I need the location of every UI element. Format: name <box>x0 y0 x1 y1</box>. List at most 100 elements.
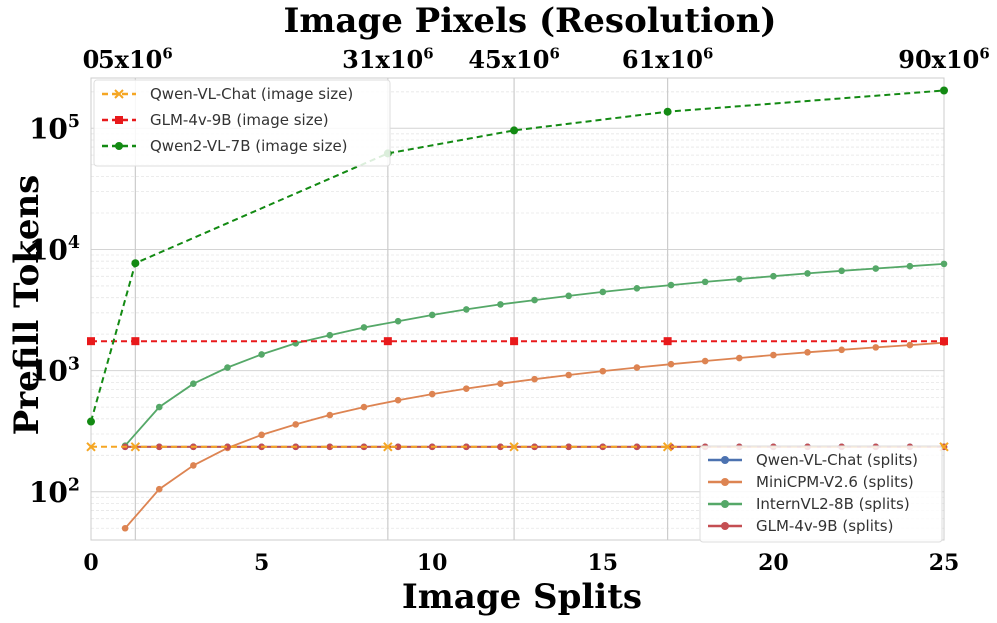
data-point <box>667 281 675 289</box>
data-point <box>735 275 743 283</box>
data-point <box>497 443 504 451</box>
data-point <box>663 337 672 346</box>
data-point <box>940 86 948 95</box>
data-point <box>121 524 129 532</box>
data-point <box>565 443 572 451</box>
y-tick-label: 102 <box>29 476 80 509</box>
legend-marker <box>721 522 729 530</box>
series-line <box>90 89 945 422</box>
data-point <box>463 306 470 313</box>
top-axis-tick-label: 61x106 <box>622 44 713 74</box>
data-point <box>599 288 607 296</box>
data-point <box>131 337 140 346</box>
data-point <box>360 403 368 411</box>
legend-marker <box>115 142 123 150</box>
y-tick-labels: 102 103 104 105 <box>29 112 80 509</box>
x-tick-label: 0 <box>83 550 98 576</box>
top-axis-tick-label: 90x106 <box>898 44 989 74</box>
data-point <box>87 337 95 346</box>
data-point <box>131 259 140 268</box>
top-axis-tick-label: 5x106 <box>98 44 173 74</box>
data-point <box>565 371 572 379</box>
grid <box>91 78 944 541</box>
data-point <box>155 485 163 493</box>
x-tick-labels: 0 5 10 15 20 25 <box>83 550 959 576</box>
data-point <box>190 462 197 469</box>
data-point <box>394 317 402 325</box>
data-point <box>509 442 519 452</box>
series-minicpm-v2-6-splits <box>121 339 948 532</box>
y-tick-label: 104 <box>29 233 80 266</box>
legend-marker <box>114 89 124 99</box>
x-axis-label: Image Splits <box>402 577 642 617</box>
data-point <box>360 324 368 331</box>
data-point <box>497 380 504 387</box>
data-point <box>906 262 914 270</box>
data-point <box>838 346 845 354</box>
data-point <box>224 364 231 371</box>
data-point <box>394 396 402 404</box>
data-point <box>940 337 948 346</box>
data-point <box>906 341 914 349</box>
data-point <box>770 272 777 280</box>
legend-splits: Qwen-VL-Chat (splits) MiniCPM-V2.6 (split… <box>699 445 943 543</box>
legend-label: Qwen2-VL-7B (image size) <box>150 137 348 155</box>
x-tick-label: 15 <box>587 550 618 576</box>
data-point <box>258 351 265 358</box>
data-point <box>599 367 607 375</box>
data-point <box>428 311 436 319</box>
top-axis-tick-label: 0 <box>83 45 100 74</box>
plot-frame <box>90 77 945 541</box>
data-point <box>383 442 393 452</box>
legend-label: InternVL2-8B (splits) <box>756 495 910 513</box>
data-point <box>155 443 163 451</box>
data-point <box>531 375 538 383</box>
data-point <box>872 265 880 272</box>
legend-box <box>699 445 943 543</box>
top-axis-tick-label: 31x106 <box>342 44 433 74</box>
data-point <box>804 349 811 356</box>
y-tick-label: 103 <box>29 354 80 387</box>
data-point <box>531 296 538 304</box>
data-point <box>497 301 504 308</box>
data-point <box>663 107 672 116</box>
legend-marker <box>721 478 729 486</box>
data-point <box>326 443 334 451</box>
data-point <box>667 360 675 368</box>
data-point <box>87 417 95 426</box>
data-point <box>190 380 197 387</box>
data-point <box>804 270 811 277</box>
data-point <box>383 337 392 346</box>
chart-title: Image Pixels (Resolution) <box>284 1 777 41</box>
x-tick-label: 5 <box>254 550 269 576</box>
legend-image-size: Qwen-VL-Chat (image size) GLM-4v-9B (imag… <box>93 79 391 167</box>
data-point <box>86 442 96 452</box>
y-tick-label: 105 <box>29 112 80 145</box>
data-point <box>662 442 673 452</box>
x-tick-label: 10 <box>417 550 448 576</box>
data-point <box>510 126 519 135</box>
data-point <box>838 267 845 275</box>
data-point <box>292 421 300 428</box>
data-point <box>326 331 334 339</box>
y-axis-label: Prefill Tokens <box>7 175 47 436</box>
legend-marker <box>721 456 729 464</box>
data-point <box>940 260 948 268</box>
legend-label: GLM-4v-9B (image size) <box>150 111 329 129</box>
data-point <box>633 364 641 371</box>
data-point <box>155 403 163 411</box>
data-point <box>224 443 231 451</box>
data-point <box>130 442 141 452</box>
legend-label: Qwen-VL-Chat (image size) <box>150 85 353 103</box>
top-axis-tick-label: 45x106 <box>468 44 559 74</box>
data-point <box>872 344 880 351</box>
data-point <box>326 411 334 419</box>
x-tick-label: 20 <box>758 550 789 576</box>
legend-marker <box>721 500 729 508</box>
data-point <box>565 292 572 300</box>
legend-label: GLM-4v-9B (splits) <box>756 517 893 535</box>
data-point <box>394 443 402 451</box>
data-point <box>510 337 519 346</box>
data-point <box>701 357 709 365</box>
